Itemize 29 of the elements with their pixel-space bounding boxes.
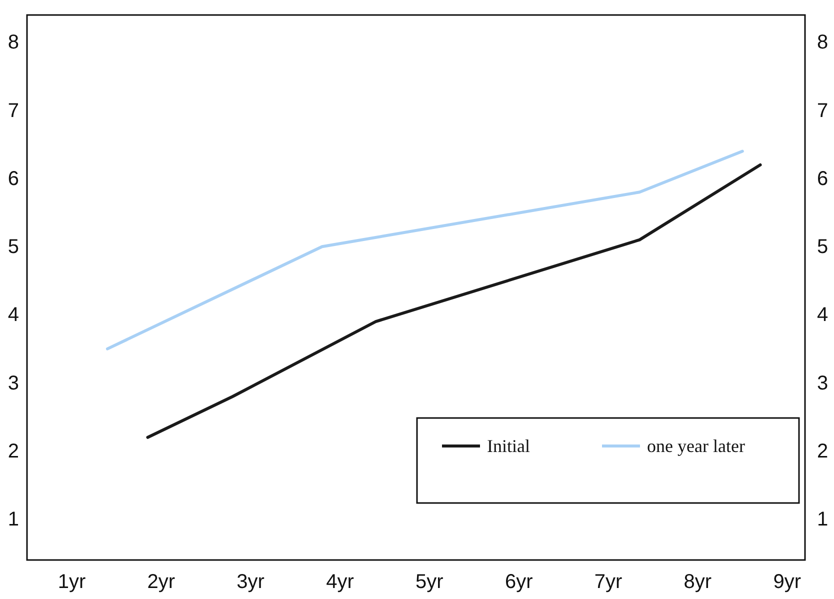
x-tick-label: 6yr: [504, 571, 534, 594]
y2-tick-label: 5: [817, 236, 828, 258]
y2-tick-label: 2: [817, 440, 828, 462]
x-tick-label: 2yr: [147, 571, 176, 594]
y2-tick-label: 6: [817, 168, 828, 190]
x-tick-label: 7yr: [594, 571, 622, 594]
x-tick-label: 9yr: [773, 571, 802, 594]
x-tick-label: 4yr: [326, 571, 354, 594]
x-tick-label: 1yr: [58, 571, 86, 594]
y-tick-label: 8: [8, 32, 19, 54]
y2-tick-label: 1: [817, 508, 828, 531]
y-tick-label: 3: [8, 372, 19, 394]
y2-tick-label: 4: [817, 304, 828, 326]
y2-tick-label: 3: [817, 372, 828, 394]
line-series: [106, 150, 744, 350]
line-series: [146, 163, 762, 439]
x-tick-label: 3yr: [236, 571, 265, 594]
y-tick-label: 5: [8, 236, 19, 258]
y-tick-label: 4: [8, 304, 19, 326]
y2-tick-label: 8: [817, 32, 828, 54]
x-tick-label: 5yr: [416, 571, 444, 594]
y-tick-label: 2: [8, 440, 19, 462]
y2-tick-label: 7: [817, 100, 828, 122]
y-tick-label: 6: [8, 168, 19, 190]
y-tick-label: 1: [8, 508, 19, 531]
y-tick-label: 7: [8, 100, 19, 122]
legend-label: Initial: [487, 436, 530, 456]
x-tick-label: 8yr: [684, 571, 712, 594]
legend-label: one year later: [647, 436, 745, 456]
